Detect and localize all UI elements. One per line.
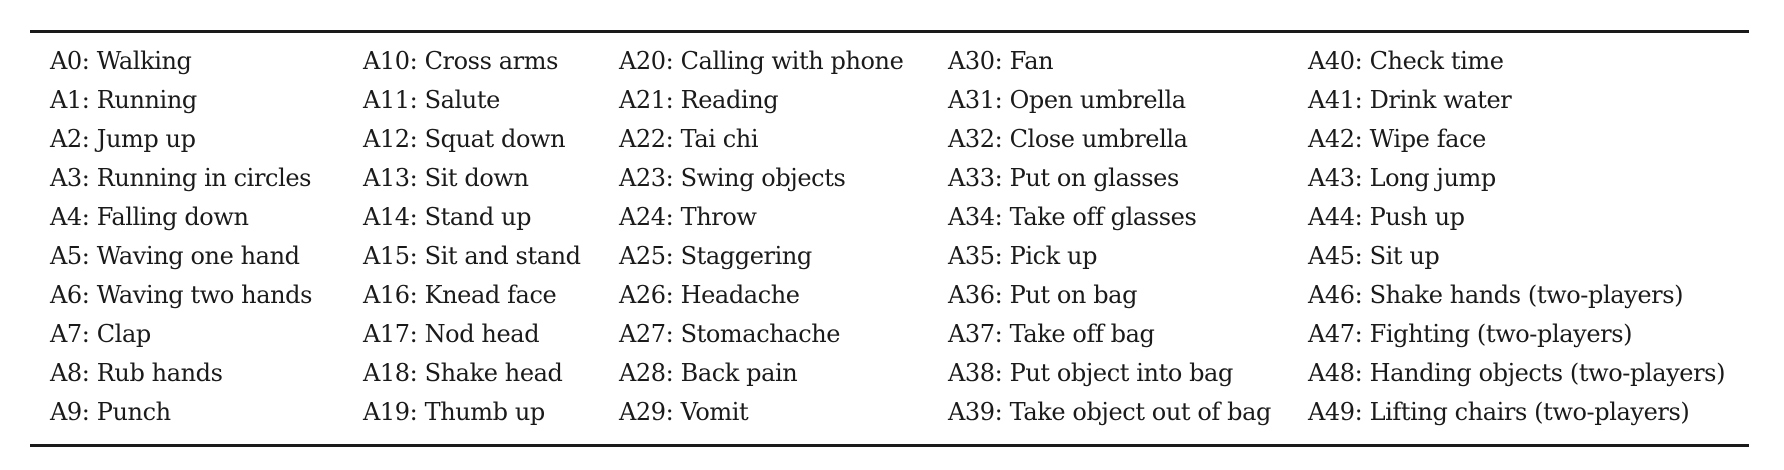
table-cell: A17: Nod head bbox=[363, 320, 540, 348]
table-cell: A47: Fighting (two-players) bbox=[1308, 320, 1633, 348]
table-cell: A20: Calling with phone bbox=[619, 47, 904, 75]
table-cell: A16: Knead face bbox=[363, 281, 557, 309]
table-cell: A38: Put object into bag bbox=[948, 359, 1233, 387]
table-cell: A49: Lifting chairs (two-players) bbox=[1308, 398, 1690, 426]
table-grid: A0: Walking A1: Running A2: Jump up A3: Run… bbox=[30, 42, 1749, 432]
table-cell: A45: Sit up bbox=[1308, 242, 1440, 270]
table-cell: A40: Check time bbox=[1308, 47, 1504, 75]
table-cell: A43: Long jump bbox=[1308, 164, 1496, 192]
table-cell: A46: Shake hands (two-players) bbox=[1308, 281, 1684, 309]
table-cell: A28: Back pain bbox=[619, 359, 798, 387]
table-cell: A9: Punch bbox=[50, 398, 171, 426]
table-cell: A19: Thumb up bbox=[363, 398, 545, 426]
table-cell: A24: Throw bbox=[619, 203, 757, 231]
action-class-table: A0: Walking A1: Running A2: Jump up A3: Run… bbox=[30, 30, 1749, 447]
table-column-0: A0: Walking A1: Running A2: Jump up A3: Run… bbox=[50, 42, 312, 432]
table-cell: A5: Waving one hand bbox=[50, 242, 300, 270]
table-cell: A0: Walking bbox=[50, 47, 192, 75]
table-column-4: A40: Check time A41: Drink water A42: Wipe… bbox=[1308, 42, 1725, 432]
table-cell: A33: Put on glasses bbox=[948, 164, 1179, 192]
table-cell: A6: Waving two hands bbox=[50, 281, 313, 309]
table-cell: A35: Pick up bbox=[948, 242, 1098, 270]
table-top-rule bbox=[30, 30, 1749, 33]
table-cell: A14: Stand up bbox=[363, 203, 532, 231]
table-cell: A30: Fan bbox=[948, 47, 1054, 75]
table-cell: A23: Swing objects bbox=[619, 164, 846, 192]
table-column-1: A10: Cross arms A11: Salute A12: Squat dow… bbox=[363, 42, 581, 432]
table-cell: A2: Jump up bbox=[50, 125, 196, 153]
table-bottom-rule bbox=[30, 444, 1749, 447]
table-cell: A13: Sit down bbox=[363, 164, 529, 192]
table-cell: A7: Clap bbox=[50, 320, 151, 348]
table-cell: A41: Drink water bbox=[1308, 86, 1512, 114]
table-cell: A12: Squat down bbox=[363, 125, 566, 153]
table-cell: A37: Take off bag bbox=[948, 320, 1155, 348]
table-cell: A42: Wipe face bbox=[1308, 125, 1486, 153]
table-cell: A10: Cross arms bbox=[363, 47, 558, 75]
table-cell: A21: Reading bbox=[619, 86, 779, 114]
table-cell: A18: Shake head bbox=[363, 359, 563, 387]
table-cell: A48: Handing objects (two-players) bbox=[1308, 359, 1726, 387]
table-cell: A15: Sit and stand bbox=[363, 242, 581, 270]
table-cell: A29: Vomit bbox=[619, 398, 749, 426]
table-cell: A25: Staggering bbox=[619, 242, 812, 270]
table-cell: A36: Put on bag bbox=[948, 281, 1138, 309]
table-cell: A39: Take object out of bag bbox=[948, 398, 1271, 426]
table-cell: A11: Salute bbox=[363, 86, 500, 114]
table-cell: A3: Running in circles bbox=[50, 164, 312, 192]
table-cell: A26: Headache bbox=[619, 281, 800, 309]
table-cell: A31: Open umbrella bbox=[948, 86, 1186, 114]
table-column-2: A20: Calling with phone A21: Reading A22: … bbox=[619, 42, 904, 432]
table-cell: A34: Take off glasses bbox=[948, 203, 1197, 231]
table-cell: A4: Falling down bbox=[50, 203, 249, 231]
table-cell: A22: Tai chi bbox=[619, 125, 759, 153]
table-column-3: A30: Fan A31: Open umbrella A32: Close umb… bbox=[948, 42, 1271, 432]
table-cell: A27: Stomachache bbox=[619, 320, 841, 348]
table-cell: A44: Push up bbox=[1308, 203, 1465, 231]
table-cell: A32: Close umbrella bbox=[948, 125, 1188, 153]
table-cell: A1: Running bbox=[50, 86, 197, 114]
table-cell: A8: Rub hands bbox=[50, 359, 223, 387]
